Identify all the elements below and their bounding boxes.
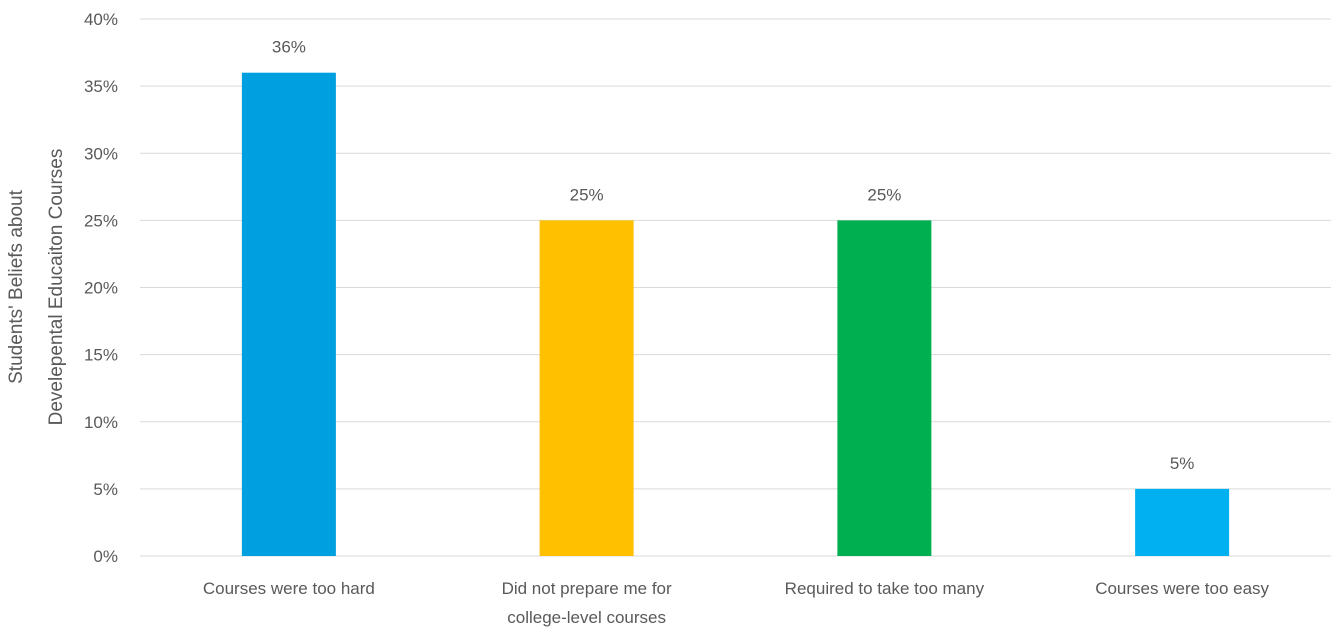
x-axis-categories: Courses were too hard Did not prepare me … [203, 579, 1270, 627]
bar [837, 220, 932, 556]
y-axis-ticks: 0% 5% 10% 15% 20% 25% 30% 35% 40% [84, 10, 118, 566]
gridlines [140, 18, 1331, 557]
bar [241, 72, 336, 556]
y-tick-label: 25% [84, 211, 118, 230]
y-tick-label: 40% [84, 10, 118, 29]
y-tick-label: 15% [84, 346, 118, 365]
x-category-label: Required to take too many [785, 579, 985, 598]
data-labels: 36% 25% 25% 5% [272, 38, 1195, 473]
data-label: 25% [867, 185, 901, 204]
y-tick-label: 10% [84, 413, 118, 432]
y-tick-label: 35% [84, 77, 118, 96]
y-tick-label: 20% [84, 279, 118, 298]
data-label: 25% [570, 185, 604, 204]
x-category-label: Courses were too easy [1095, 579, 1269, 598]
y-tick-label: 5% [93, 480, 118, 499]
y-tick-label: 0% [93, 547, 118, 566]
y-axis-title-text: Students' Beliefs about Develepental Educ… [6, 149, 67, 426]
bars [241, 72, 1230, 556]
data-label: 36% [272, 38, 306, 57]
y-axis-title: Students' Beliefs about Develepental Educ… [6, 149, 67, 426]
bar [1135, 488, 1230, 556]
y-tick-label: 30% [84, 144, 118, 163]
data-label: 5% [1170, 454, 1195, 473]
x-category-label: Did not prepare me for college-level cour… [502, 579, 672, 627]
x-category-label: Courses were too hard [203, 579, 375, 598]
bar [539, 220, 634, 556]
